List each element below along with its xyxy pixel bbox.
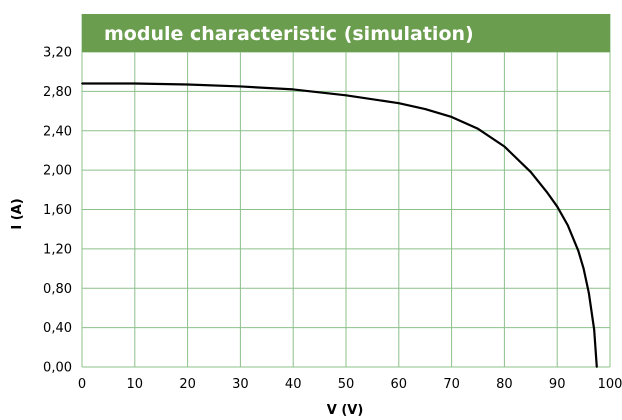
data-point: [503, 145, 506, 148]
data-point: [582, 267, 585, 270]
x-tick-label: 90: [549, 377, 566, 392]
data-point: [595, 366, 598, 368]
data-point: [292, 88, 295, 91]
series-line: [82, 82, 598, 368]
data-point: [345, 94, 347, 97]
data-point: [239, 85, 242, 88]
y-tick-label: 2,00: [43, 164, 72, 179]
y-axis-title: I (A): [10, 198, 25, 229]
y-tick-labels: 0,00 0,40 0,80 1,20 1,60 2,00 2,40 2,80 3,20: [43, 46, 72, 376]
y-tick-label: 1,20: [43, 242, 72, 257]
data-point: [529, 171, 532, 173]
data-point: [587, 292, 590, 295]
data-point: [566, 224, 569, 227]
x-tick-label: 30: [232, 377, 249, 392]
data-point: [477, 127, 479, 130]
data-point: [577, 249, 580, 252]
x-tick-label: 80: [496, 377, 513, 392]
grid: [81, 14, 611, 368]
y-tick-label: 0,00: [43, 361, 72, 376]
x-tick-label: 70: [443, 377, 460, 392]
y-tick-label: 3,20: [43, 46, 72, 61]
data-point: [186, 83, 189, 86]
y-tick-label: 2,40: [43, 124, 72, 139]
data-point: [424, 108, 427, 110]
x-tick-label: 40: [285, 377, 302, 392]
data-point: [593, 328, 596, 331]
x-tick-label: 100: [598, 377, 622, 392]
title-bar: module characteristic (simulation): [82, 14, 610, 52]
chart-title: module characteristic (simulation): [104, 23, 474, 45]
x-tick-label: 60: [391, 377, 408, 392]
x-tick-label: 20: [179, 377, 196, 392]
data-point: [397, 102, 400, 105]
x-tick-label: 0: [78, 377, 86, 392]
series-layer: [81, 82, 598, 368]
data-point: [545, 190, 548, 193]
y-tick-label: 0,40: [43, 321, 72, 336]
data-point: [450, 116, 453, 118]
y-tick-label: 2,80: [43, 85, 72, 100]
data-point: [81, 82, 83, 85]
data-point: [556, 205, 559, 208]
x-tick-label: 10: [127, 377, 144, 392]
title-background: [82, 14, 610, 52]
y-tick-label: 1,60: [43, 203, 72, 218]
x-axis-title: V (V): [327, 403, 364, 418]
data-point: [133, 82, 136, 85]
y-tick-label: 0,80: [43, 282, 72, 297]
x-tick-label: 50: [338, 377, 355, 392]
x-tick-labels: 0 10 20 30 40 50 60 70 80 90 100: [78, 377, 622, 392]
